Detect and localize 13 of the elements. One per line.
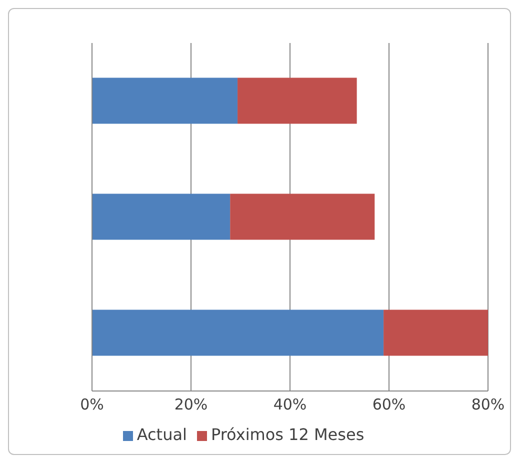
bar bbox=[238, 78, 357, 124]
bar bbox=[384, 310, 488, 356]
x-tick-label: 60% bbox=[372, 396, 406, 414]
x-tick-label: 20% bbox=[174, 396, 208, 414]
legend-label: Actual bbox=[136, 425, 187, 444]
bar bbox=[92, 194, 230, 240]
x-tick-label: 40% bbox=[273, 396, 307, 414]
bar bbox=[92, 78, 238, 124]
bar bbox=[230, 194, 375, 240]
legend-label: Próximos 12 Meses bbox=[210, 425, 364, 444]
bar bbox=[92, 310, 384, 356]
x-tick-label: 80% bbox=[471, 396, 505, 414]
x-tick-label: 0% bbox=[80, 396, 104, 414]
